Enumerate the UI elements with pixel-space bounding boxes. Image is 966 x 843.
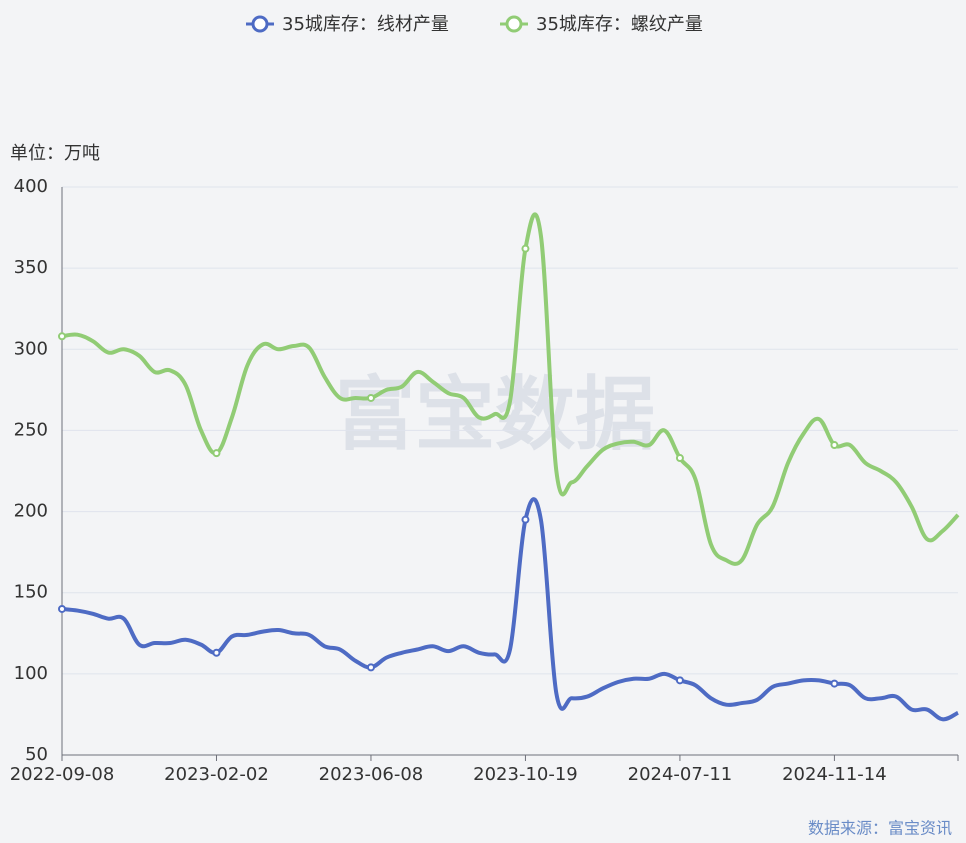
point <box>830 679 839 688</box>
y-tick-label: 300 <box>14 338 48 359</box>
legend-label: 35城库存：线材产量 <box>282 14 449 35</box>
point <box>521 244 530 253</box>
point <box>830 441 839 450</box>
y-tick-label: 250 <box>14 419 48 440</box>
legend-icon <box>505 15 523 33</box>
legend-icon <box>251 15 269 33</box>
point <box>521 515 530 524</box>
point <box>58 332 66 341</box>
x-tick-label: 2023-10-19 <box>473 764 578 785</box>
y-tick-label: 100 <box>14 663 48 684</box>
legend-label: 35城库存：螺纹产量 <box>536 14 703 35</box>
x-tick-label: 2023-02-02 <box>164 764 269 785</box>
y-tick-label: 50 <box>25 744 48 765</box>
point <box>366 663 375 672</box>
y-tick-label: 150 <box>14 582 48 603</box>
y-axis-label: 单位：万吨 <box>10 143 100 164</box>
y-tick-label: 400 <box>14 176 48 197</box>
point <box>58 604 66 613</box>
x-tick-label: 2022-09-08 <box>10 764 115 785</box>
x-tick-label: 2024-07-11 <box>628 764 733 785</box>
point <box>675 454 684 463</box>
source: 数据来源：富宝资讯 <box>808 819 952 838</box>
point <box>366 393 375 402</box>
point <box>675 676 684 685</box>
x-tick-label: 2023-06-08 <box>319 764 424 785</box>
point <box>212 648 221 657</box>
y-tick-label: 200 <box>14 501 48 522</box>
x-tick-label: 2024-11-14 <box>782 764 887 785</box>
y-tick-label: 350 <box>14 257 48 278</box>
point <box>212 449 221 458</box>
